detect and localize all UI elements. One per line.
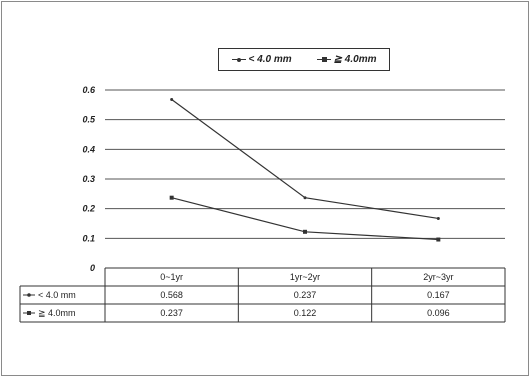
table-row-label: ≧ 4.0mm: [38, 308, 76, 318]
y-tick-label: 0.4: [82, 144, 95, 154]
table-row-swatch-marker: [27, 293, 31, 297]
y-tick-label: 0.1: [82, 233, 95, 243]
table-row-swatch-marker: [27, 311, 31, 315]
series-line-under-4mm: [171, 99, 439, 220]
table-cell-value: 0.237: [160, 308, 183, 318]
y-tick-label: 0.3: [82, 174, 95, 184]
data-point-under-4mm: [303, 196, 307, 200]
data-point-4mm-or-more: [169, 195, 174, 200]
table-cell-value: 0.167: [427, 290, 450, 300]
table-cell-value: 0.237: [294, 290, 317, 300]
x-category-label: 0~1yr: [160, 272, 183, 282]
legend-item-under-4mm: < 4.0 mm: [231, 54, 292, 65]
y-tick-label: 0: [90, 263, 95, 273]
x-category-label: 2yr~3yr: [423, 272, 453, 282]
y-tick-label: 0.2: [82, 204, 95, 214]
data-point-4mm-or-more: [303, 229, 307, 234]
y-tick-label: 0.6: [82, 85, 96, 95]
y-tick-label: 0.5: [82, 115, 96, 125]
data-point-under-4mm: [436, 216, 440, 220]
data-point-4mm-or-more: [436, 237, 441, 242]
legend-label-under-4mm: < 4.0 mm: [248, 54, 292, 65]
table-cell-value: 0.096: [427, 308, 450, 318]
legend-swatch-4mm-or-more: [316, 56, 331, 64]
table-cell-value: 0.122: [294, 308, 317, 318]
x-category-label: 1yr~2yr: [290, 272, 320, 282]
legend-swatch-under-4mm: [231, 56, 246, 64]
table-cell-value: 0.568: [160, 290, 183, 300]
legend-label-4mm-or-more: ≧ 4.0mm: [333, 54, 377, 65]
table-row-label: < 4.0 mm: [38, 290, 76, 300]
legend: < 4.0 mm ≧ 4.0mm: [218, 48, 390, 71]
legend-item-4mm-or-more: ≧ 4.0mm: [316, 54, 377, 65]
data-point-under-4mm: [170, 97, 174, 101]
